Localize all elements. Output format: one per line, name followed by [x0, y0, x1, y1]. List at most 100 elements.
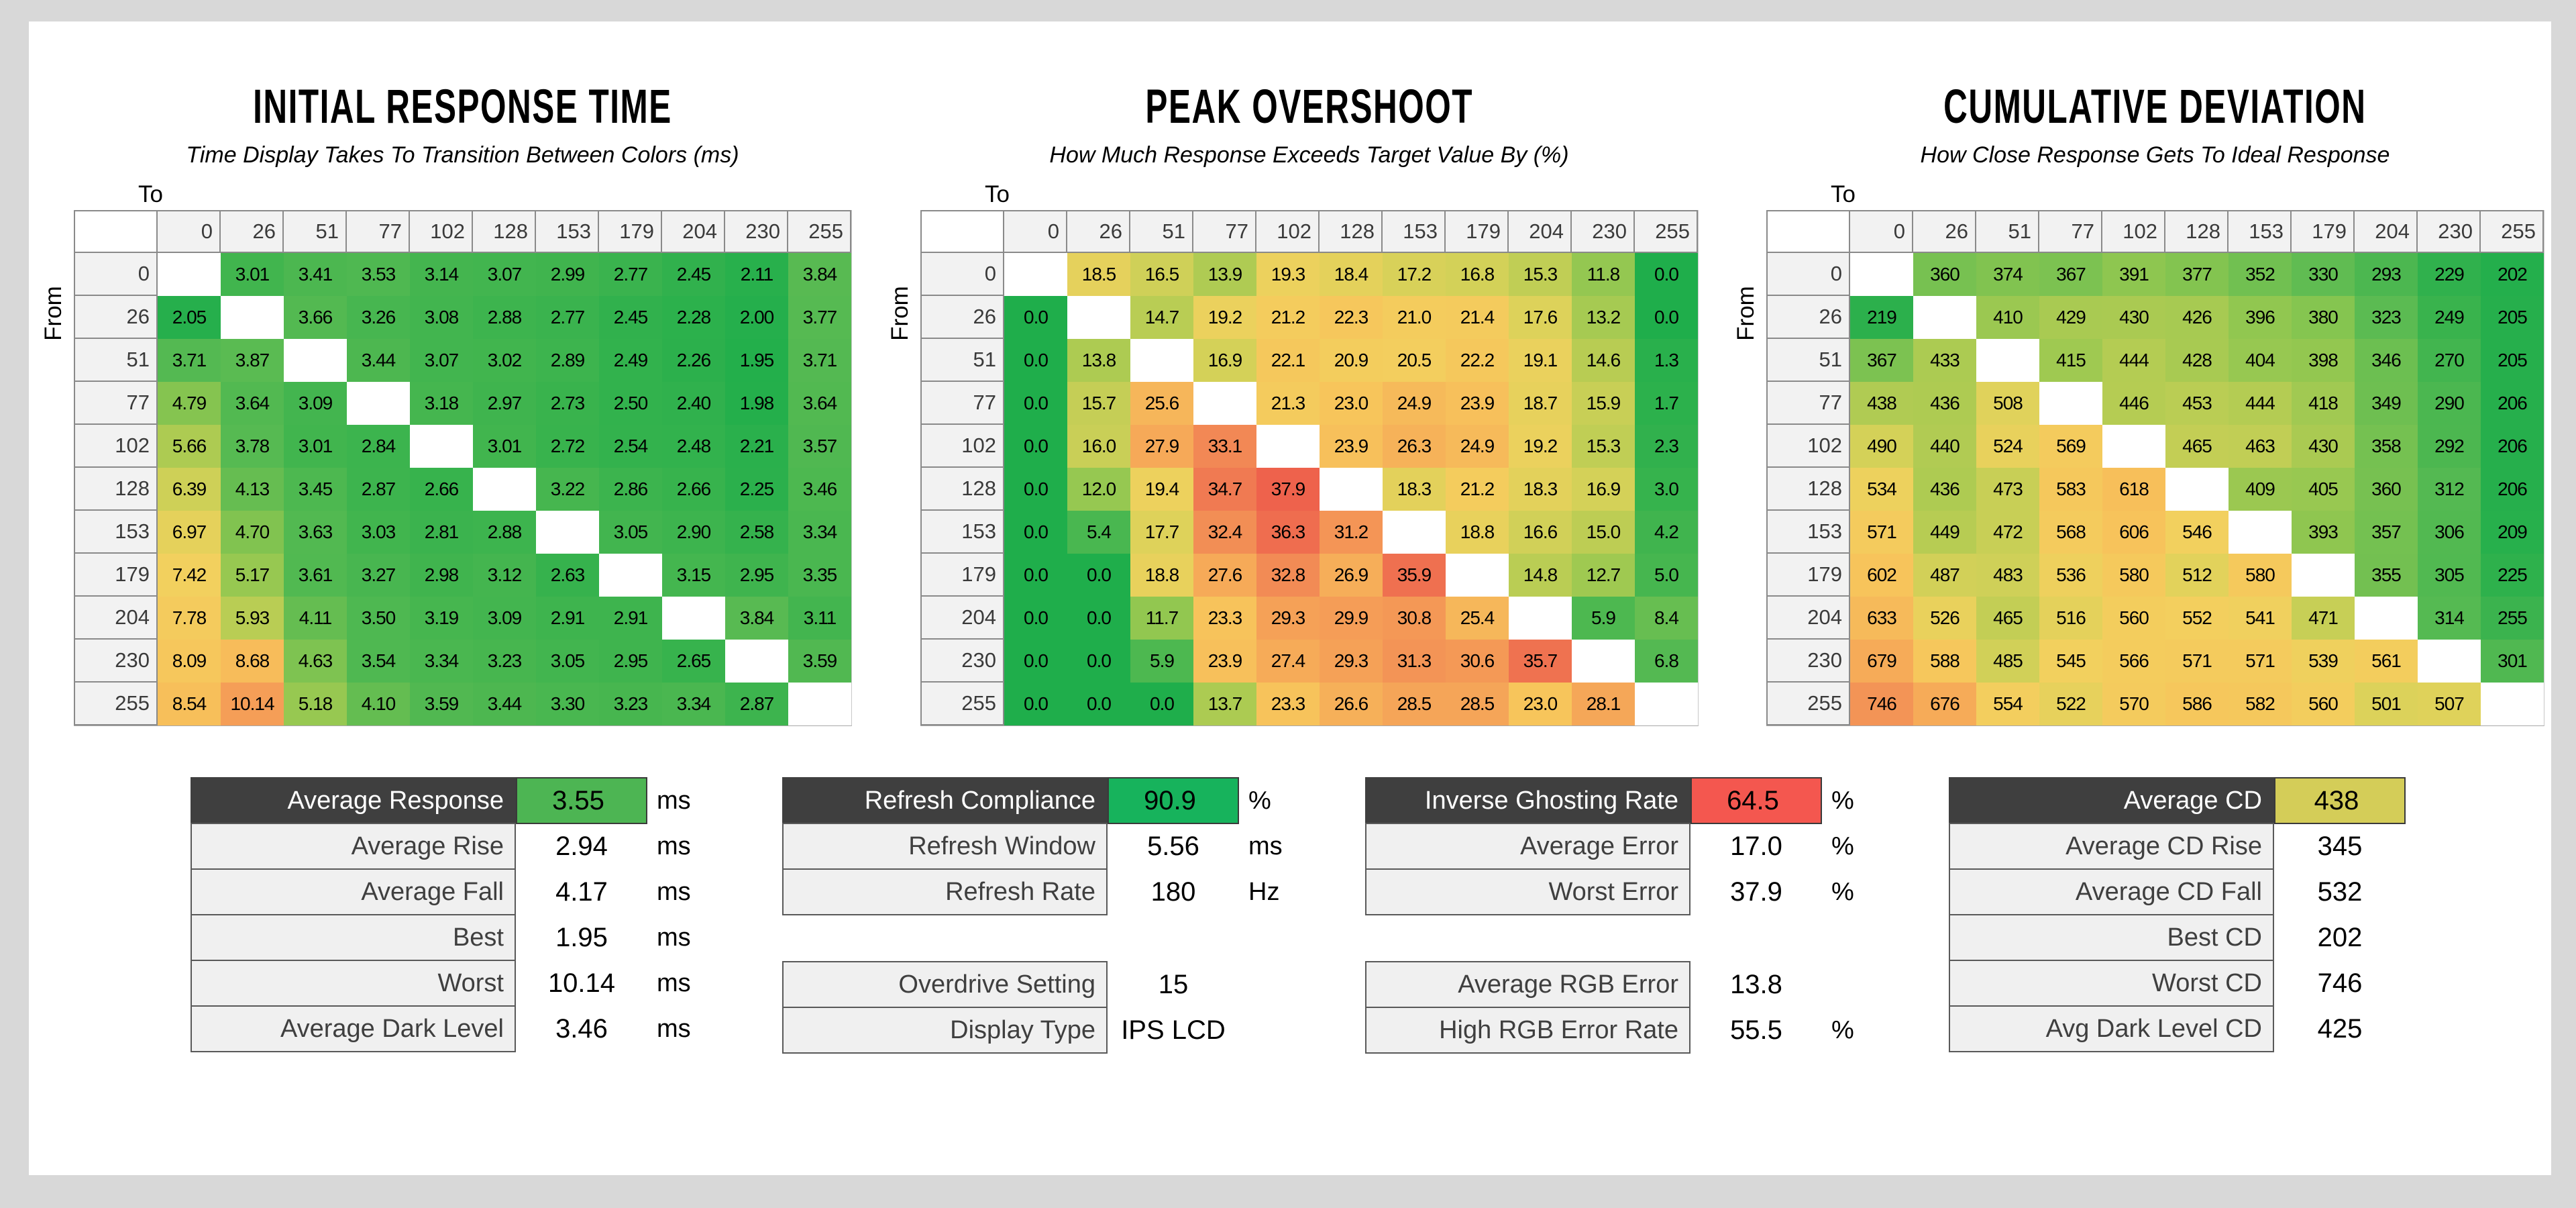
heatmap-cell: 0.0	[1004, 640, 1067, 683]
diagonal-cell	[2102, 425, 2165, 468]
heatmap-cell: 26.9	[1320, 554, 1383, 597]
heatmap-cell: 426	[2165, 296, 2229, 339]
heatmap-cell: 2.63	[536, 554, 599, 597]
col-header-cell: 230	[2418, 210, 2481, 253]
heatmap-cell: 536	[2039, 554, 2102, 597]
summary-row: Display Type IPS LCD	[782, 1007, 1283, 1054]
summary-unit: %	[1831, 832, 1854, 860]
heatmap-cell: 15.3	[1572, 425, 1635, 468]
heatmap-cell: 31.3	[1383, 640, 1446, 683]
heatmap-cell: 2.66	[410, 468, 473, 511]
heatmap-cell: 28.1	[1572, 683, 1635, 725]
summary-row: Inverse Ghosting Rate 64.5%	[1365, 777, 1854, 824]
heatmap-cell: 219	[1850, 296, 1913, 339]
heatmap-cell: 3.0	[1635, 468, 1698, 511]
heatmap-cell: 13.8	[1067, 339, 1130, 382]
heatmap-cell: 3.12	[473, 554, 536, 597]
heatmap-cell: 2.84	[347, 425, 410, 468]
heatmap-cell: 2.49	[599, 339, 662, 382]
summary-value: 345	[2317, 831, 2363, 861]
heatmap-cell: 29.9	[1320, 597, 1383, 640]
corner-cell	[920, 210, 1004, 253]
heatmap: 0 26 51 77 102 128 153 179 204 230 255 0 360 374 367 39…	[1766, 210, 2544, 726]
heatmap-cell: 18.3	[1383, 468, 1446, 511]
heatmap-cell: 305	[2418, 554, 2481, 597]
summary-unit: Hz	[1248, 877, 1280, 906]
heatmap-cell: 429	[2039, 296, 2102, 339]
summary-unit	[1822, 961, 1831, 1008]
summary-value: 13.8	[1730, 969, 1782, 999]
heatmap-cell: 2.50	[599, 382, 662, 425]
diagonal-cell	[2229, 511, 2292, 554]
heatmap-cell: 5.93	[221, 597, 284, 640]
heatmap-cell: 3.34	[410, 640, 473, 683]
heatmap-cell: 8.54	[158, 683, 221, 725]
heatmap-cell: 255	[2481, 597, 2544, 640]
heatmap-cell: 512	[2165, 554, 2229, 597]
heatmap-cell: 32.8	[1256, 554, 1320, 597]
col-header-cell: 204	[1509, 210, 1572, 253]
heatmap-cell: 19.2	[1509, 425, 1572, 468]
heatmap-cell: 35.7	[1509, 640, 1572, 683]
heatmap-cell: 0.0	[1067, 683, 1130, 725]
diagonal-cell	[1193, 382, 1256, 425]
chart-subtitle: How Much Response Exceeds Target Value B…	[1049, 142, 1569, 168]
summary-label: Best	[191, 914, 516, 961]
col-header-cell: 102	[2102, 210, 2165, 253]
heatmap-cell: 323	[2355, 296, 2418, 339]
x-axis-label: To	[138, 181, 163, 207]
heatmap-cell: 405	[2292, 468, 2355, 511]
heatmap-cell: 2.91	[599, 597, 662, 640]
heatmap-cell: 3.22	[536, 468, 599, 511]
heatmap-cell: 0.0	[1130, 683, 1193, 725]
heatmap-cell: 12.7	[1572, 554, 1635, 597]
heatmap-cell: 11.7	[1130, 597, 1193, 640]
heatmap-cell: 570	[2102, 683, 2165, 725]
initial-response-time-chart: INITIAL RESPONSE TIME Time Display Takes…	[40, 21, 852, 766]
heatmap-cell: 360	[1913, 253, 1976, 296]
chart-title: CUMULATIVE DEVIATION	[1943, 79, 2367, 133]
col-header-cell: 179	[1446, 210, 1509, 253]
summary-value: 202	[2317, 922, 2363, 952]
heatmap-cell: 571	[2229, 640, 2292, 683]
heatmap-cell: 391	[2102, 253, 2165, 296]
heatmap-cell: 522	[2039, 683, 2102, 725]
heatmap-cell: 449	[1913, 511, 1976, 554]
heatmap-cell: 3.02	[473, 339, 536, 382]
summary-label: Average Dark Level	[191, 1005, 516, 1052]
heatmap-cell: 13.9	[1193, 253, 1256, 296]
summary-row: Worst CD 746	[1949, 960, 2415, 1007]
diagonal-cell	[2165, 468, 2229, 511]
heatmap-cell: 21.0	[1383, 296, 1446, 339]
heatmap-cell: 3.01	[473, 425, 536, 468]
heatmap-cell: 560	[2102, 597, 2165, 640]
row-header-cell: 77	[1766, 382, 1850, 425]
heatmap-cell: 0.0	[1067, 554, 1130, 597]
heatmap-cell: 3.77	[788, 296, 851, 339]
heatmap-cell: 588	[1913, 640, 1976, 683]
heatmap-cell: 3.54	[347, 640, 410, 683]
heatmap-cell: 15.7	[1067, 382, 1130, 425]
summary-row: High RGB Error Rate 55.5%	[1365, 1007, 1854, 1054]
heatmap-cell: 19.3	[1256, 253, 1320, 296]
diagonal-cell	[1256, 425, 1320, 468]
row-header-cell: 128	[920, 468, 1004, 511]
heatmap-cell: 377	[2165, 253, 2229, 296]
row-header-cell: 0	[920, 253, 1004, 296]
heatmap-cell: 5.4	[1067, 511, 1130, 554]
heatmap-cell: 25.6	[1130, 382, 1193, 425]
heatmap-cell: 16.0	[1067, 425, 1130, 468]
heatmap-cell: 22.2	[1446, 339, 1509, 382]
heatmap-cell: 14.8	[1509, 554, 1572, 597]
summary-row: Average Response 3.55 ms	[191, 777, 691, 824]
heatmap-cell: 2.25	[725, 468, 788, 511]
row-header-cell: 26	[920, 296, 1004, 339]
summary-row: Overdrive Setting 15	[782, 961, 1283, 1008]
heatmap-cell: 3.23	[599, 683, 662, 725]
heatmap-cell: 13.2	[1572, 296, 1635, 339]
summary-label: Avg Dark Level CD	[1949, 1005, 2274, 1052]
col-header-cell: 204	[662, 210, 725, 253]
heatmap-cell: 3.03	[347, 511, 410, 554]
heatmap-cell: 18.3	[1509, 468, 1572, 511]
col-header-cell: 51	[1976, 210, 2039, 253]
